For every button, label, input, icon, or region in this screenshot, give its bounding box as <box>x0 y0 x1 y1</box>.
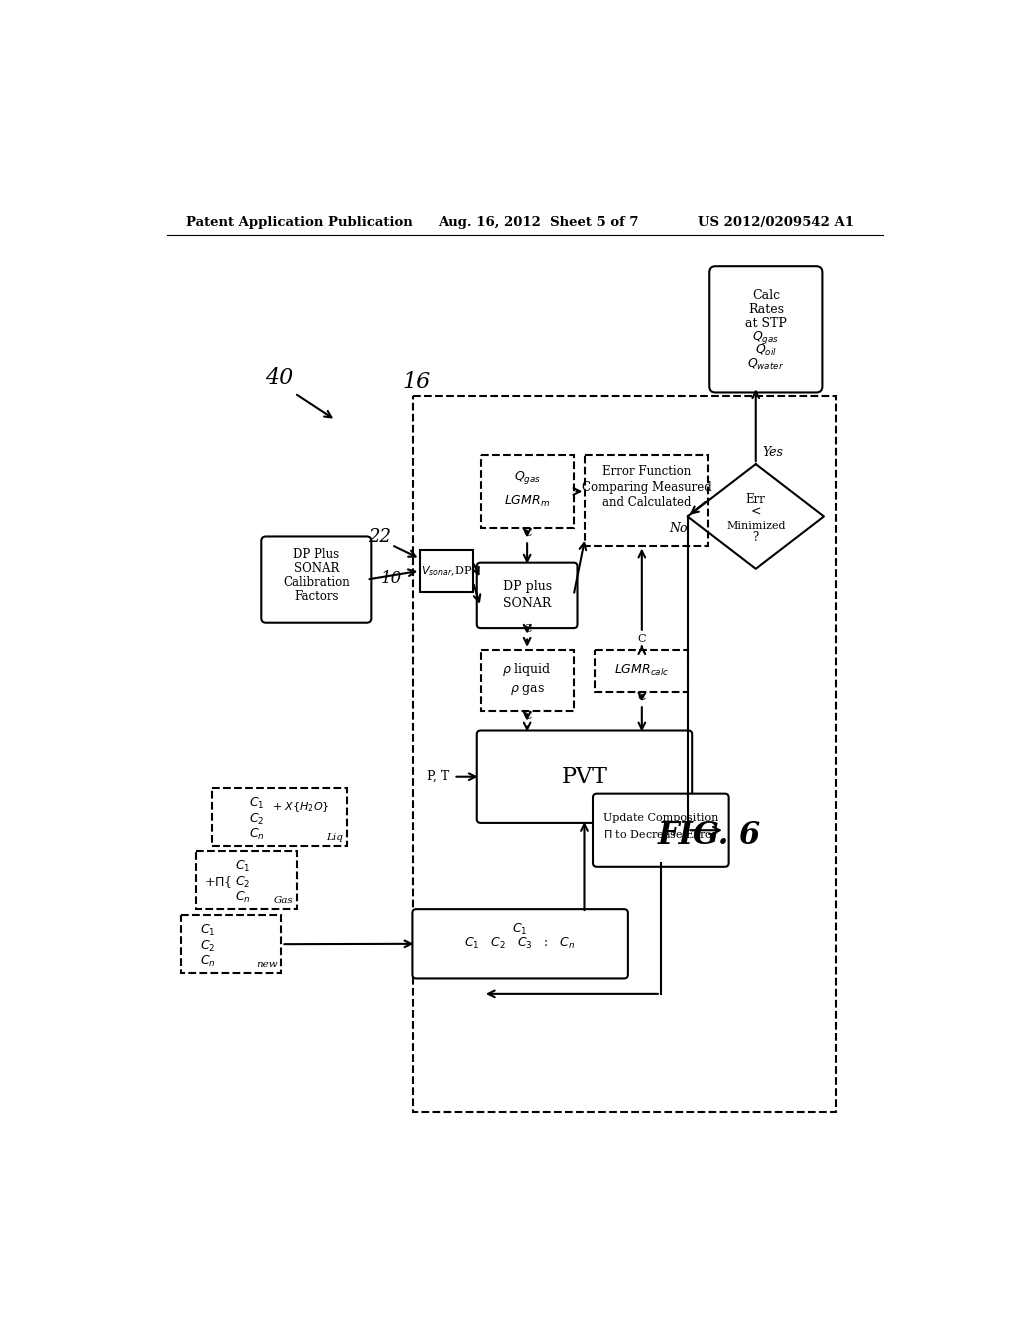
Text: $LGMR_{calc}$: $LGMR_{calc}$ <box>614 663 670 678</box>
FancyBboxPatch shape <box>593 793 729 867</box>
Text: $Q_{water}$: $Q_{water}$ <box>748 358 784 372</box>
Text: C: C <box>523 624 531 634</box>
Text: Aug. 16, 2012  Sheet 5 of 7: Aug. 16, 2012 Sheet 5 of 7 <box>438 215 639 228</box>
Text: $\rho$ liquid: $\rho$ liquid <box>503 661 552 678</box>
Text: DP Plus: DP Plus <box>293 548 339 561</box>
Text: FIG. 6: FIG. 6 <box>657 821 761 851</box>
Text: Yes: Yes <box>762 446 783 459</box>
Text: $C_2$: $C_2$ <box>249 812 264 826</box>
Text: $C_1$: $C_1$ <box>512 923 528 937</box>
Text: +$\Pi${: +$\Pi${ <box>204 874 232 890</box>
Text: C: C <box>638 692 646 702</box>
Text: $Q_{oil}$: $Q_{oil}$ <box>755 343 777 359</box>
Text: 16: 16 <box>403 371 431 393</box>
Text: $C_n$: $C_n$ <box>234 890 251 906</box>
Text: $\Pi$ to Decrease Error: $\Pi$ to Decrease Error <box>603 829 719 841</box>
Text: $C_1$: $C_1$ <box>200 923 216 939</box>
Text: <: < <box>751 506 761 519</box>
Text: Patent Application Publication: Patent Application Publication <box>186 215 413 228</box>
Bar <box>480 455 573 528</box>
Text: C: C <box>638 634 646 644</box>
FancyBboxPatch shape <box>261 536 372 623</box>
Text: SONAR: SONAR <box>294 562 339 576</box>
Text: No: No <box>669 521 687 535</box>
Text: $LGMR_m$: $LGMR_m$ <box>504 494 550 508</box>
Text: 40: 40 <box>265 367 293 389</box>
Bar <box>212 788 347 846</box>
Text: $C_1$: $C_1$ <box>234 859 251 874</box>
Text: Minimized: Minimized <box>726 520 785 531</box>
Text: C: C <box>523 528 531 537</box>
Bar <box>197 851 297 909</box>
Bar <box>480 649 573 711</box>
Text: US 2012/0209542 A1: US 2012/0209542 A1 <box>697 215 854 228</box>
Text: 10: 10 <box>381 569 402 586</box>
Text: new: new <box>256 960 278 969</box>
Text: $C_2$: $C_2$ <box>236 875 251 890</box>
Text: $Q_{gas}$: $Q_{gas}$ <box>514 470 541 487</box>
Text: $Q_{gas}$: $Q_{gas}$ <box>753 329 779 346</box>
Text: DP plus: DP plus <box>503 579 552 593</box>
Text: Error Function: Error Function <box>602 465 691 478</box>
Bar <box>595 649 688 692</box>
Text: Comparing Measured: Comparing Measured <box>582 480 712 494</box>
Text: $V_{sonar}$,DP: $V_{sonar}$,DP <box>421 564 472 578</box>
Bar <box>414 396 836 1111</box>
Bar <box>180 915 282 973</box>
Text: P, T: P, T <box>427 770 450 783</box>
Text: SONAR: SONAR <box>503 597 551 610</box>
Text: Err: Err <box>745 492 766 506</box>
Text: Factors: Factors <box>294 590 339 603</box>
Text: at STP: at STP <box>744 317 786 330</box>
Text: Gas: Gas <box>273 896 293 906</box>
Text: $C_1$   $C_2$   $C_3$   :   $C_n$: $C_1$ $C_2$ $C_3$ : $C_n$ <box>465 936 575 952</box>
FancyBboxPatch shape <box>477 562 578 628</box>
Text: Calc: Calc <box>752 289 780 302</box>
FancyBboxPatch shape <box>477 730 692 822</box>
Text: $C_2$: $C_2$ <box>200 939 215 953</box>
Text: $\rho$ gas: $\rho$ gas <box>510 682 545 697</box>
Bar <box>420 549 473 591</box>
Text: + $X\{H_2O\}$: + $X\{H_2O\}$ <box>272 801 330 814</box>
Text: 22: 22 <box>369 528 391 546</box>
Bar <box>586 455 708 545</box>
FancyBboxPatch shape <box>413 909 628 978</box>
Text: C: C <box>523 711 531 721</box>
Text: $C_n$: $C_n$ <box>249 826 264 842</box>
Text: Calibration: Calibration <box>283 576 350 589</box>
Text: $C_1$: $C_1$ <box>249 796 264 812</box>
Text: Rates: Rates <box>748 302 783 315</box>
FancyBboxPatch shape <box>710 267 822 392</box>
Text: $C_n$: $C_n$ <box>200 954 216 969</box>
Text: Update Composition: Update Composition <box>603 813 719 822</box>
Text: ?: ? <box>753 531 759 544</box>
Text: PVT: PVT <box>561 766 607 788</box>
Text: and Calculated: and Calculated <box>602 496 691 510</box>
Text: Liq: Liq <box>327 833 343 842</box>
